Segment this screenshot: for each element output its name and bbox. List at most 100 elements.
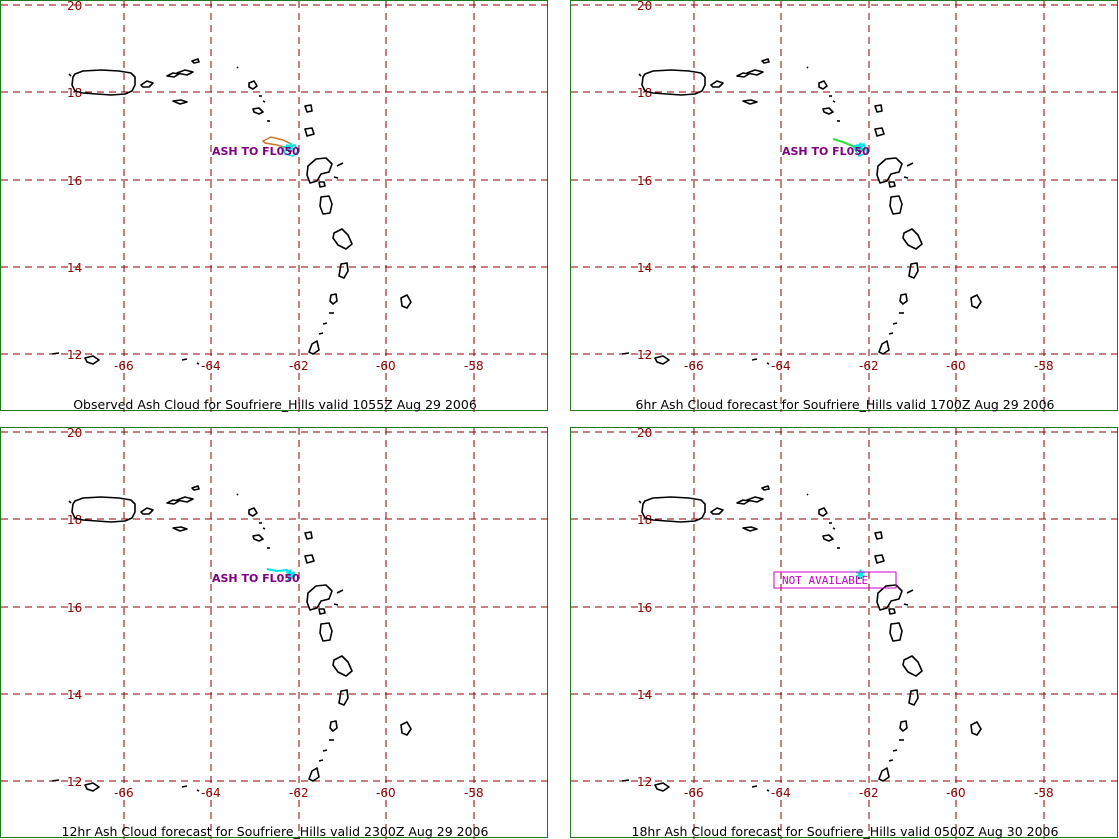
ash-top-label: ASH TO FL050 — [212, 572, 300, 585]
island-outline — [818, 507, 828, 517]
island-outline — [51, 352, 60, 355]
latitude-tick-label: 14 — [67, 688, 82, 702]
island-outline — [906, 162, 914, 167]
island-outline — [84, 355, 100, 365]
longitude-tick-label: -62 — [289, 786, 309, 800]
latitude-tick-label: 12 — [67, 348, 82, 362]
island-outline — [196, 362, 200, 365]
island-outline — [329, 720, 338, 732]
island-outline — [319, 195, 333, 215]
longitude-tick-label: -64 — [201, 786, 221, 800]
island-outline — [318, 608, 326, 615]
island-outline — [892, 749, 898, 752]
ash-top-label: ASH TO FL050 — [782, 145, 870, 158]
longitude-tick-label: -62 — [859, 786, 879, 800]
island-outline — [902, 228, 923, 250]
not-available-box — [773, 571, 897, 589]
island-outline — [140, 80, 154, 88]
island-outline — [902, 655, 923, 677]
island-outline — [400, 294, 412, 309]
island-outline — [236, 66, 239, 69]
island-outline — [181, 358, 188, 361]
longitude-tick-label: -60 — [946, 359, 966, 373]
island-outline — [172, 99, 188, 105]
coastline-group — [51, 58, 412, 365]
volcano-star-icon: ✱ — [285, 141, 296, 156]
island-outline — [333, 176, 339, 179]
longitude-tick-label: -66 — [114, 359, 134, 373]
latitude-tick-label: 12 — [637, 348, 652, 362]
island-outline — [332, 228, 353, 250]
latitude-tick-label: 20 — [637, 1, 652, 13]
status-label: NOT AVAILABLE — [782, 574, 868, 587]
island-outline — [332, 655, 353, 677]
island-outline — [654, 782, 670, 792]
island-outline — [308, 340, 320, 355]
island-outline — [308, 767, 320, 782]
island-outline — [319, 622, 333, 642]
longitude-tick-label: -64 — [771, 786, 791, 800]
island-outline — [832, 100, 836, 103]
island-outline — [761, 485, 770, 491]
island-outline — [338, 262, 349, 279]
latitude-tick-label: 12 — [637, 775, 652, 789]
island-outline — [888, 608, 896, 615]
island-outline — [742, 526, 758, 532]
island-outline — [84, 782, 100, 792]
island-outline — [888, 332, 894, 335]
island-outline — [68, 500, 72, 504]
island-outline — [71, 69, 136, 96]
latitude-tick-label: 14 — [637, 261, 652, 275]
island-outline — [322, 749, 328, 752]
latitude-tick-label: 18 — [637, 86, 652, 100]
lat-lon-grid — [571, 428, 1119, 839]
island-outline — [262, 527, 266, 530]
island-outline — [304, 127, 315, 137]
island-outline — [638, 73, 642, 77]
island-outline — [751, 358, 758, 361]
island-outline — [818, 80, 828, 90]
island-outline — [400, 721, 412, 736]
island-outline — [874, 104, 883, 113]
island-outline — [888, 759, 894, 762]
island-outline — [304, 554, 315, 564]
map-panel-18hr-forecast: 20 18 16 14 12 -66 -64 -62 -60 -58 ✱ NOT AVAILABLE … — [570, 427, 1119, 839]
island-outline — [304, 104, 313, 113]
longitude-tick-label: -58 — [464, 359, 484, 373]
island-outline — [892, 322, 898, 325]
island-outline — [903, 603, 909, 606]
coastline-group — [621, 58, 982, 365]
island-outline — [654, 355, 670, 365]
island-outline — [761, 58, 770, 64]
island-outline — [306, 157, 333, 184]
map-panel-12hr-forecast: 20 18 16 14 12 -66 -64 -62 -60 -58 ✱ ASH TO FL050 1… — [0, 427, 549, 839]
volcano-star-icon: ✱ — [285, 568, 296, 583]
lat-lon-grid — [571, 1, 1119, 412]
longitude-tick-label: -58 — [464, 786, 484, 800]
island-outline — [710, 507, 724, 515]
island-outline — [304, 531, 313, 540]
latitude-tick-label: 20 — [67, 1, 82, 13]
map-panel-observed: 20 18 16 14 12 -66 -64 -62 -60 -58 ✱ ASH TO FL050 O… — [0, 0, 549, 412]
island-outline — [899, 293, 908, 305]
longitude-tick-label: -66 — [114, 786, 134, 800]
volcano-star-icon: ✱ — [855, 568, 866, 583]
longitude-tick-label: -58 — [1034, 786, 1054, 800]
ash-cloud-polygon — [851, 143, 868, 157]
longitude-tick-label: -66 — [684, 359, 704, 373]
island-outline — [806, 66, 809, 69]
island-outline — [172, 526, 188, 532]
island-outline — [889, 195, 903, 215]
island-outline — [876, 157, 903, 184]
island-outline — [766, 789, 770, 792]
longitude-tick-label: -60 — [376, 359, 396, 373]
ash-cloud-polygon — [832, 137, 864, 152]
island-outline — [329, 293, 338, 305]
island-outline — [878, 767, 890, 782]
volcano-star-icon: ✱ — [855, 141, 866, 156]
coastline-group — [51, 485, 412, 792]
island-outline — [906, 589, 914, 594]
island-outline — [908, 689, 919, 706]
island-outline — [621, 352, 630, 355]
longitude-tick-label: -60 — [376, 786, 396, 800]
